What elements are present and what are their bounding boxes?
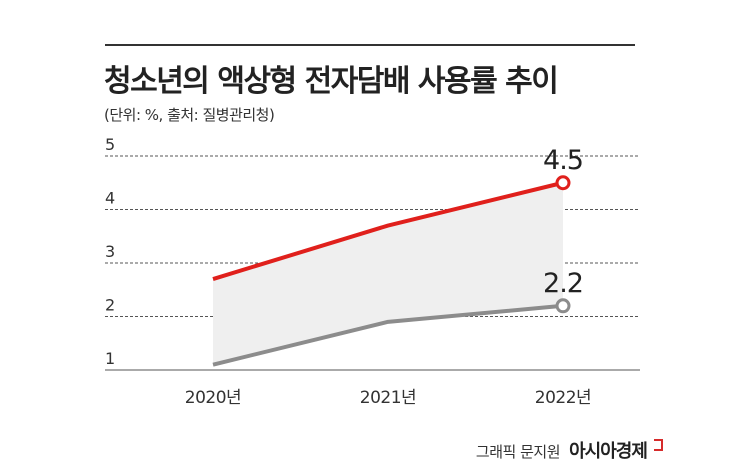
top-rule xyxy=(105,44,635,46)
credit-line: 그래픽 문지원 아시아경제 xyxy=(476,437,663,463)
x-tick-label: 2022년 xyxy=(535,388,591,408)
series-gap-area xyxy=(213,182,563,365)
chart-subtitle: (단위: %, 출처: 질병관리청) xyxy=(104,106,275,124)
y-tick-label: 3 xyxy=(105,242,115,261)
y-tick-label: 5 xyxy=(105,135,115,154)
data-label: 2.2 xyxy=(543,268,583,299)
x-tick-labels: 2020년 2021년 2022년 xyxy=(185,388,592,408)
y-tick-label: 4 xyxy=(105,189,115,208)
series-end-marker-1 xyxy=(555,298,571,314)
y-tick-labels: 1 2 3 4 5 xyxy=(105,135,115,368)
series-line-1 xyxy=(212,303,564,367)
brand-mark-icon xyxy=(654,439,663,451)
series-lines: 4.5 2.2 xyxy=(212,145,584,367)
x-tick-label: 2021년 xyxy=(360,388,416,408)
x-tick-label: 2020년 xyxy=(185,388,241,408)
credit-text: 그래픽 문지원 xyxy=(475,443,561,461)
series-end-marker-0 xyxy=(555,175,571,191)
brand-logo: 아시아경제 xyxy=(569,441,648,462)
series-line-0 xyxy=(212,180,564,281)
y-tick-label: 2 xyxy=(105,296,115,315)
data-label: 4.5 xyxy=(543,145,583,176)
y-tick-label: 1 xyxy=(105,349,115,368)
shaded-area xyxy=(213,182,563,365)
chart-title: 청소년의 액상형 전자담배 사용률 추이 xyxy=(104,64,559,99)
